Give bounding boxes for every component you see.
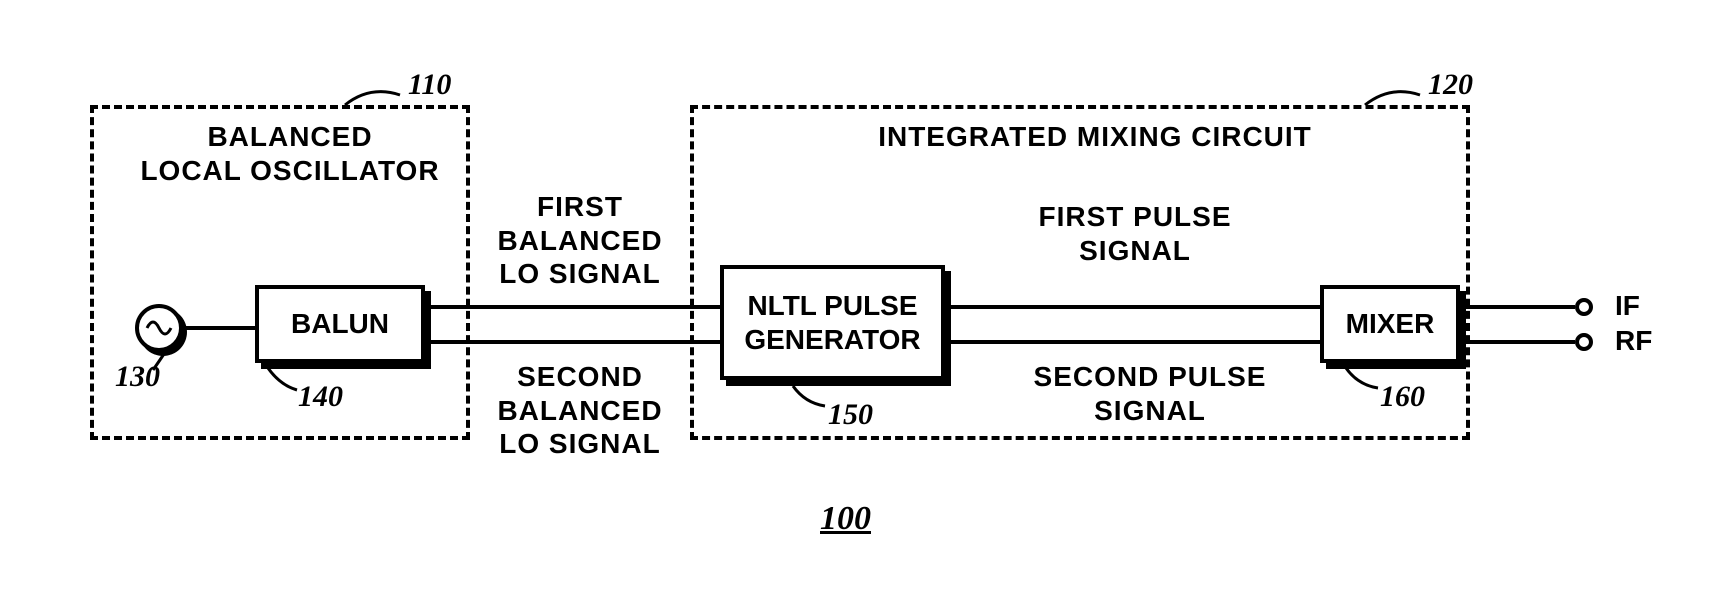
leader-120 bbox=[1360, 80, 1430, 120]
leader-150 bbox=[790, 383, 830, 413]
wire-pulse1 bbox=[945, 305, 1320, 309]
oscillator-source bbox=[135, 304, 183, 352]
mixer-label: MIXER bbox=[1346, 307, 1435, 341]
wire-lo1 bbox=[425, 305, 720, 309]
pulse-generator-label: NLTL PULSE GENERATOR bbox=[744, 289, 920, 356]
leader-110 bbox=[340, 80, 410, 120]
wire-source-balun bbox=[183, 326, 255, 330]
pulse-generator-block: NLTL PULSE GENERATOR bbox=[720, 265, 945, 380]
mixer-block: MIXER bbox=[1320, 285, 1460, 363]
block-diagram: BALANCED LOCAL OSCILLATOR INTEGRATED MIX… bbox=[40, 40, 1687, 549]
if-label: IF bbox=[1615, 290, 1640, 322]
mixer-ref: 160 bbox=[1380, 380, 1425, 414]
wire-if bbox=[1460, 305, 1575, 309]
if-port bbox=[1575, 298, 1593, 316]
balun-block: BALUN bbox=[255, 285, 425, 363]
wire-lo2 bbox=[425, 340, 720, 344]
mixing-circuit-ref: 120 bbox=[1428, 68, 1473, 102]
rf-label: RF bbox=[1615, 325, 1652, 357]
balun-ref: 140 bbox=[298, 380, 343, 414]
wire-rf bbox=[1460, 340, 1575, 344]
source-ref: 130 bbox=[115, 360, 160, 394]
rf-port bbox=[1575, 333, 1593, 351]
local-oscillator-title: BALANCED LOCAL OSCILLATOR bbox=[125, 120, 455, 187]
mixing-circuit-title: INTEGRATED MIXING CIRCUIT bbox=[830, 120, 1360, 154]
second-pulse-signal-label: SECOND PULSE SIGNAL bbox=[1010, 360, 1290, 427]
figure-ref: 100 bbox=[820, 500, 871, 538]
second-lo-signal-label: SECOND BALANCED LO SIGNAL bbox=[470, 360, 690, 461]
first-lo-signal-label: FIRST BALANCED LO SIGNAL bbox=[470, 190, 690, 291]
first-pulse-signal-label: FIRST PULSE SIGNAL bbox=[1010, 200, 1260, 267]
leader-160 bbox=[1343, 365, 1383, 395]
wire-pulse2 bbox=[945, 340, 1320, 344]
balun-label: BALUN bbox=[291, 307, 389, 341]
local-oscillator-ref: 110 bbox=[408, 68, 451, 102]
pulse-generator-ref: 150 bbox=[828, 398, 873, 432]
